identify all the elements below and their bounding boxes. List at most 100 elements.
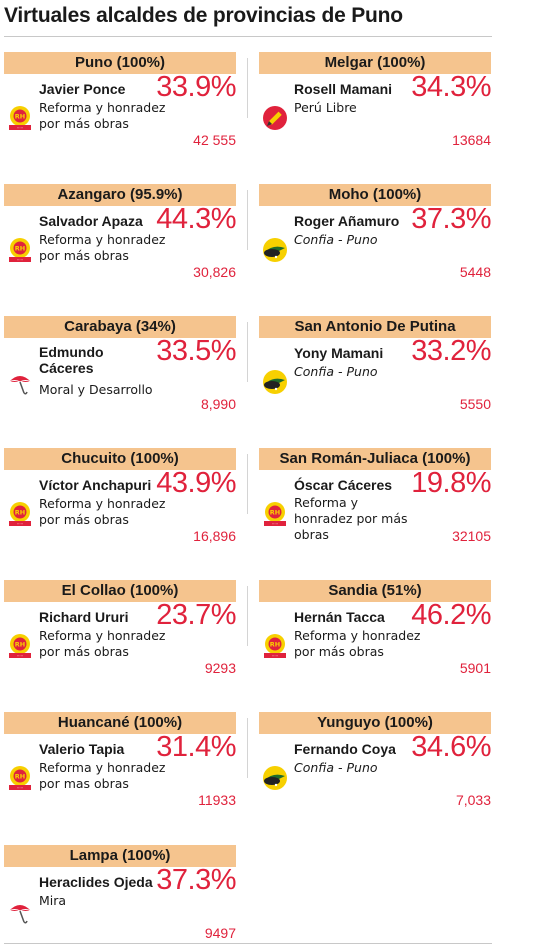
candidate-name: Valerio Tapia bbox=[39, 741, 125, 757]
vote-percent: 19.8% bbox=[411, 467, 491, 499]
bottom-divider bbox=[4, 943, 492, 944]
confia-logo-icon bbox=[261, 764, 289, 792]
province-header: Yunguyo (100%) bbox=[259, 712, 491, 734]
title-divider bbox=[4, 36, 492, 37]
candidate-name: Rosell Mamani bbox=[294, 81, 393, 97]
vote-percent: 33.9% bbox=[156, 71, 236, 103]
province-card: Carabaya (34%) Edmundo Cáceres Moral y Des… bbox=[4, 316, 236, 432]
vote-count: 32105 bbox=[452, 528, 491, 544]
umbrella-logo-icon bbox=[6, 897, 34, 925]
column-divider bbox=[247, 190, 248, 250]
province-card: Puno (100%) Javier Ponce Reforma y honrade… bbox=[4, 52, 236, 168]
svg-text:RH: RH bbox=[15, 773, 25, 781]
province-card: Moho (100%) Roger Añamuro Confia - Puno 37.… bbox=[259, 184, 491, 300]
svg-text:RH: RH bbox=[15, 113, 25, 121]
party-name: Mira bbox=[39, 893, 67, 908]
vote-percent: 37.3% bbox=[156, 864, 236, 896]
vote-count: 5901 bbox=[459, 660, 491, 676]
rh-party-logo-icon: RH ····· bbox=[261, 632, 289, 660]
party-name: Reforma y honradez por más obras bbox=[39, 628, 166, 659]
candidate-name: Hernán Tacca bbox=[294, 609, 385, 625]
province-card: Azangaro (95.9%) Salvador Apaza Reforma y … bbox=[4, 184, 236, 300]
party-name: Confia - Puno bbox=[294, 760, 378, 775]
column-divider bbox=[247, 454, 248, 514]
party-name: Moral y Desarrollo bbox=[39, 382, 153, 397]
vote-percent: 33.5% bbox=[156, 335, 236, 367]
svg-text:RH: RH bbox=[270, 509, 280, 517]
svg-text:RH: RH bbox=[15, 509, 25, 517]
province-header: Huancané (100%) bbox=[4, 712, 236, 734]
pencil-logo-icon bbox=[261, 104, 289, 132]
rh-party-logo-icon: RH ····· bbox=[6, 236, 34, 264]
rh-party-logo-icon: RH ····· bbox=[6, 500, 34, 528]
province-card: Sandia (51%) Hernán Tacca Reforma y honrad… bbox=[259, 580, 491, 696]
svg-text:RH: RH bbox=[270, 641, 280, 649]
province-header: San Román-Juliaca (100%) bbox=[259, 448, 491, 470]
svg-text:·····: ····· bbox=[272, 653, 278, 658]
province-card: San Antonio De Putina Yony Mamani Confia -… bbox=[259, 316, 491, 432]
vote-percent: 43.9% bbox=[156, 467, 236, 499]
svg-text:RH: RH bbox=[15, 245, 25, 253]
vote-count: 5550 bbox=[459, 396, 491, 412]
vote-percent: 37.3% bbox=[411, 203, 491, 235]
party-name: Reforma y honradez por más obras bbox=[39, 496, 166, 527]
candidate-name: Víctor Anchapuri bbox=[39, 477, 152, 493]
column-divider bbox=[247, 58, 248, 118]
province-header: El Collao (100%) bbox=[4, 580, 236, 602]
vote-count: 42 555 bbox=[193, 132, 236, 148]
rh-party-logo-icon: RH ····· bbox=[6, 632, 34, 660]
svg-text:·····: ····· bbox=[17, 257, 23, 262]
candidate-name: Óscar Cáceres bbox=[294, 477, 393, 493]
party-name: Confia - Puno bbox=[294, 364, 378, 379]
party-name: Reforma y honradez por más obras bbox=[294, 628, 421, 659]
candidate-name: Yony Mamani bbox=[294, 345, 384, 361]
candidate-name: Heraclides Ojeda bbox=[39, 874, 153, 890]
province-card: Melgar (100%) Rosell Mamani Perú Libre 34.3… bbox=[259, 52, 491, 168]
umbrella-logo-icon bbox=[6, 368, 34, 396]
vote-count: 7,033 bbox=[455, 792, 491, 808]
vote-count: 11933 bbox=[198, 792, 236, 808]
vote-percent: 23.7% bbox=[156, 599, 236, 631]
province-header: Melgar (100%) bbox=[259, 52, 491, 74]
vote-percent: 34.6% bbox=[411, 731, 491, 763]
party-name: Reforma y honradez por más obras bbox=[294, 495, 408, 542]
svg-text:·····: ····· bbox=[17, 125, 23, 130]
vote-count: 13684 bbox=[452, 132, 491, 148]
column-divider bbox=[247, 718, 248, 778]
province-card: El Collao (100%) Richard Ururi Reforma y h… bbox=[4, 580, 236, 696]
party-name: Reforma y honradez por más obras bbox=[39, 100, 166, 131]
vote-count: 16,896 bbox=[193, 528, 236, 544]
province-header: Lampa (100%) bbox=[4, 845, 236, 867]
candidate-name: Roger Añamuro bbox=[294, 213, 400, 229]
candidate-name: Richard Ururi bbox=[39, 609, 129, 625]
province-card: Huancané (100%) Valerio Tapia Reforma y ho… bbox=[4, 712, 236, 828]
party-name: Reforma y honradez por mas obras bbox=[39, 760, 166, 791]
svg-text:·····: ····· bbox=[272, 521, 278, 526]
vote-percent: 31.4% bbox=[156, 731, 236, 763]
province-header: San Antonio De Putina bbox=[259, 316, 491, 338]
party-name: Perú Libre bbox=[294, 100, 357, 115]
vote-percent: 46.2% bbox=[411, 599, 491, 631]
party-name: Confia - Puno bbox=[294, 232, 378, 247]
province-header: Moho (100%) bbox=[259, 184, 491, 206]
vote-count: 8,990 bbox=[200, 396, 236, 412]
province-card: San Román-Juliaca (100%) Óscar Cáceres Ref… bbox=[259, 448, 491, 564]
province-card: Lampa (100%) Heraclides Ojeda Mira 37.3% 949… bbox=[4, 845, 236, 949]
rh-party-logo-icon: RH ····· bbox=[6, 104, 34, 132]
candidate-name: Fernando Coya bbox=[294, 741, 396, 757]
svg-text:·····: ····· bbox=[17, 653, 23, 658]
vote-percent: 34.3% bbox=[411, 71, 491, 103]
province-header: Carabaya (34%) bbox=[4, 316, 236, 338]
candidate-name: Javier Ponce bbox=[39, 81, 126, 97]
province-card: Yunguyo (100%) Fernando Coya Confia - Puno… bbox=[259, 712, 491, 828]
confia-logo-icon bbox=[261, 368, 289, 396]
vote-percent: 44.3% bbox=[156, 203, 236, 235]
province-header: Sandia (51%) bbox=[259, 580, 491, 602]
province-header: Puno (100%) bbox=[4, 52, 236, 74]
page-title: Virtuales alcaldes de provincias de Puno bbox=[4, 4, 403, 27]
vote-count: 9497 bbox=[204, 925, 236, 941]
province-header: Chucuito (100%) bbox=[4, 448, 236, 470]
province-card: Chucuito (100%) Víctor Anchapuri Reforma y… bbox=[4, 448, 236, 564]
vote-count: 9293 bbox=[204, 660, 236, 676]
svg-text:RH: RH bbox=[15, 641, 25, 649]
